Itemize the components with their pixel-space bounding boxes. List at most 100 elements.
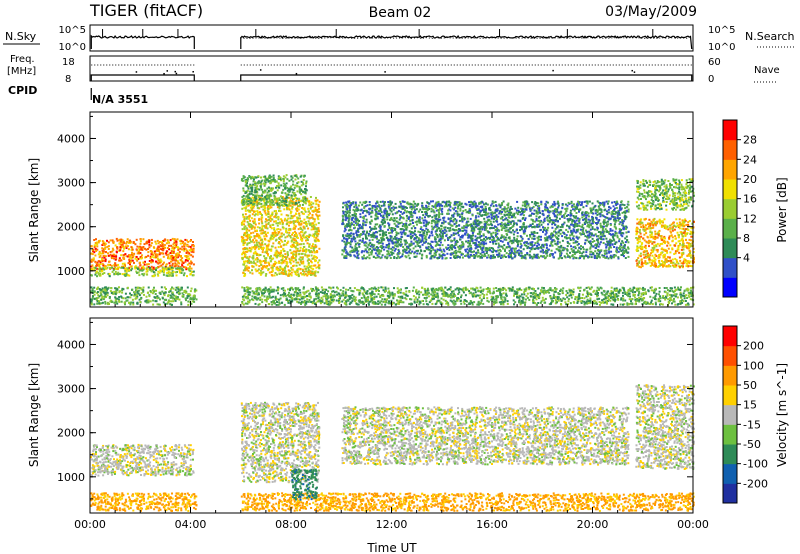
data-point — [592, 253, 595, 256]
data-point — [414, 230, 416, 233]
data-point — [288, 203, 291, 206]
data-point — [272, 223, 275, 226]
data-point — [97, 273, 100, 276]
data-point — [156, 250, 159, 252]
data-point — [259, 185, 262, 188]
data-point — [294, 235, 297, 238]
data-point — [341, 214, 344, 217]
data-point — [242, 215, 245, 218]
data-point — [258, 222, 261, 225]
data-point — [279, 210, 282, 213]
data-point — [94, 247, 97, 250]
data-point — [265, 218, 267, 221]
data-point — [186, 259, 189, 262]
data-point — [254, 262, 257, 265]
data-point — [135, 258, 138, 261]
data-point — [247, 258, 250, 261]
data-point — [241, 178, 244, 180]
data-point — [311, 251, 314, 254]
data-point — [341, 253, 344, 256]
data-point — [271, 232, 274, 234]
data-point — [500, 257, 502, 259]
data-point — [474, 216, 477, 219]
data-point — [256, 258, 259, 261]
data-point — [498, 245, 501, 248]
data-point — [434, 206, 437, 209]
data-point — [516, 223, 518, 226]
data-point — [244, 253, 247, 256]
data-point — [175, 259, 178, 262]
data-point — [172, 251, 175, 254]
data-point — [146, 240, 149, 243]
data-point — [308, 245, 311, 248]
data-point — [374, 252, 377, 255]
data-point — [253, 262, 256, 264]
data-point — [533, 209, 536, 212]
data-point — [285, 229, 288, 232]
data-point — [278, 207, 281, 210]
data-point — [381, 218, 384, 221]
data-point — [625, 235, 628, 238]
data-point — [478, 213, 481, 216]
data-point — [536, 232, 539, 234]
data-point — [285, 243, 288, 246]
data-point — [153, 252, 156, 255]
data-point — [455, 220, 458, 223]
data-point — [392, 252, 395, 255]
data-point — [114, 266, 117, 269]
data-point — [135, 270, 138, 273]
data-point — [418, 252, 421, 255]
data-point — [589, 253, 592, 256]
data-point — [421, 254, 424, 257]
data-point — [442, 231, 445, 234]
data-point — [185, 249, 188, 252]
data-point — [158, 253, 161, 256]
data-point — [305, 182, 308, 185]
data-point — [557, 204, 560, 207]
data-point — [244, 213, 247, 216]
data-point — [608, 250, 611, 253]
data-point — [511, 257, 514, 260]
data-point — [265, 213, 268, 216]
data-point — [171, 272, 174, 275]
data-point — [98, 264, 101, 267]
data-point — [93, 268, 96, 271]
data-point — [283, 204, 286, 207]
data-point — [142, 265, 145, 268]
data-point — [379, 200, 382, 203]
data-point — [425, 248, 428, 251]
data-point — [355, 231, 358, 234]
data-point — [349, 250, 352, 253]
data-point — [245, 238, 248, 241]
data-point — [253, 226, 256, 229]
data-point — [598, 208, 601, 211]
data-point — [571, 204, 574, 207]
data-point — [146, 266, 149, 269]
data-point — [241, 240, 244, 243]
data-point — [101, 240, 104, 243]
data-point — [302, 262, 305, 265]
data-point — [244, 209, 247, 212]
data-point — [120, 244, 123, 247]
data-point — [246, 231, 248, 234]
data-point — [523, 228, 526, 231]
data-point — [315, 266, 318, 269]
data-point — [280, 271, 283, 274]
data-point — [484, 211, 487, 214]
data-point — [281, 201, 284, 203]
data-point — [355, 230, 358, 233]
data-point — [389, 201, 392, 204]
data-point — [246, 177, 249, 180]
data-point — [155, 256, 158, 259]
data-point — [104, 246, 107, 249]
data-point — [269, 182, 272, 184]
data-point — [484, 255, 487, 257]
data-point — [99, 267, 102, 270]
data-point — [420, 250, 423, 253]
data-point — [622, 225, 625, 228]
data-point — [305, 248, 308, 251]
data-point — [263, 255, 266, 258]
data-point — [253, 235, 256, 238]
data-point — [389, 204, 391, 207]
data-point — [142, 238, 145, 241]
